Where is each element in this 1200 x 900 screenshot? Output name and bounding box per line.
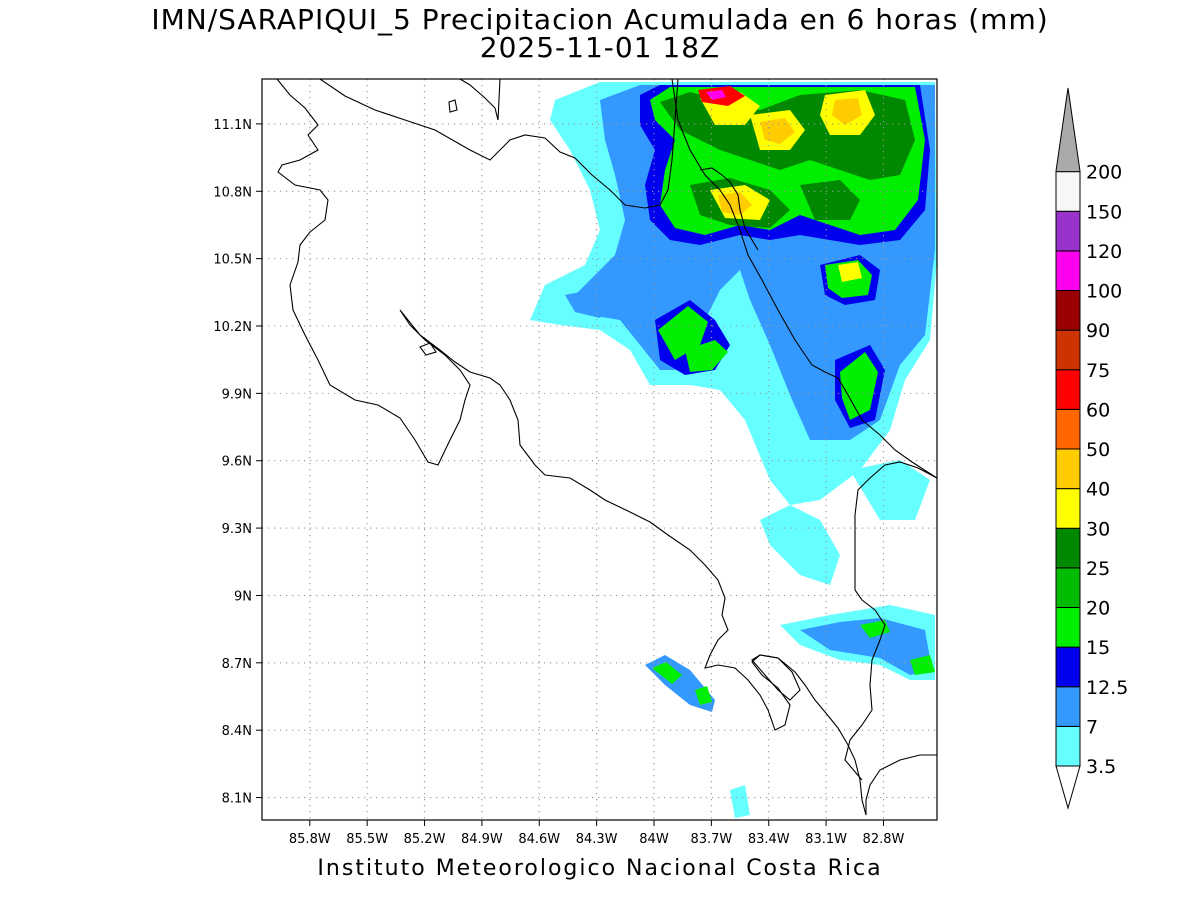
precip-area-3.5	[560, 102, 610, 130]
legend-label: 120	[1086, 241, 1122, 263]
lon-tick-label: 85.5W	[346, 832, 388, 847]
coastline	[276, 79, 937, 816]
lon-tick-label: 84W	[639, 832, 669, 847]
legend-label: 60	[1086, 399, 1110, 421]
map-date: 2025-11-01 18Z	[479, 31, 721, 64]
legend-label: 200	[1086, 162, 1122, 184]
lat-tick-label: 8.7N	[222, 657, 252, 672]
lake-nicaragua-shore	[459, 79, 501, 121]
lon-tick-label: 83.4W	[748, 832, 790, 847]
precip-area-15	[652, 662, 682, 684]
lon-tick-label: 83.1W	[805, 832, 847, 847]
lon-tick-label: 83.7W	[690, 832, 732, 847]
legend-swatch	[1055, 607, 1081, 648]
legend-swatch	[1055, 290, 1081, 331]
lat-tick-label: 8.4N	[222, 724, 252, 739]
lon-tick-label: 85.2W	[404, 832, 446, 847]
lon-tick-label: 82.8W	[863, 832, 905, 847]
precip-area-3.5	[760, 505, 840, 585]
lat-tick-label: 9.6N	[222, 455, 252, 470]
precip-area-15	[910, 655, 935, 675]
pacific-coast	[276, 79, 937, 816]
legend-swatch	[1055, 686, 1081, 727]
legend-swatch	[1055, 448, 1081, 490]
legend-label: 30	[1086, 518, 1110, 540]
precip-area-3.5	[850, 460, 930, 520]
lon-tick-label: 85.8W	[289, 832, 331, 847]
small-island	[448, 99, 458, 113]
nicoya-gulf-island	[419, 342, 437, 356]
precip-area-40	[718, 192, 752, 215]
legend-label: 50	[1086, 439, 1110, 461]
lon-tick-label: 84.3W	[576, 832, 618, 847]
panama-border	[844, 461, 937, 781]
lon-tick-label: 84.6W	[518, 832, 560, 847]
peninsula-detail	[751, 654, 801, 701]
precip-area-30	[838, 262, 862, 282]
legend-label: 7	[1086, 716, 1098, 738]
legend-label: 100	[1086, 281, 1122, 303]
nicaragua-border	[319, 79, 679, 209]
legend-swatch	[1055, 488, 1081, 529]
legend-swatch	[1055, 567, 1081, 608]
precip-area-25	[800, 180, 860, 220]
legend-swatch	[1055, 171, 1081, 212]
lat-tick-label: 10.8N	[213, 185, 252, 200]
precip-area-40	[832, 98, 862, 125]
legend-swatch	[1055, 369, 1081, 410]
legend-swatch	[1055, 646, 1081, 688]
color-legend: 3.5 7 12.5 15 20 25 30 40 50 60 75 90 100 120 150 200	[1055, 87, 1128, 810]
precip-area-15	[685, 340, 728, 372]
precipitation-field	[530, 82, 937, 818]
legend-label: 20	[1086, 598, 1110, 620]
legend-swatch	[1055, 210, 1081, 252]
legend-swatch	[1055, 250, 1081, 291]
map-title: IMN/SARAPIQUI_5 Precipitacion Acumulada …	[151, 3, 1049, 36]
caribbean-coast	[671, 79, 937, 479]
legend-label: 75	[1086, 360, 1110, 382]
map-frame	[261, 78, 938, 821]
legend-label: 15	[1086, 637, 1110, 659]
legend-label: 40	[1086, 479, 1110, 501]
legend-label: 3.5	[1086, 756, 1116, 778]
precip-area-7	[800, 618, 932, 675]
lat-tick-label: 9.3N	[222, 522, 252, 537]
precip-area-7	[565, 290, 610, 318]
precip-area-15	[840, 352, 878, 420]
longitude-labels: 85.8W 85.5W 85.2W 84.9W 84.6W 84.3W 84W 83.7W 83…	[289, 820, 905, 847]
legend-label: 25	[1086, 558, 1110, 580]
coastal-detail	[699, 167, 759, 251]
lat-tick-label: 10.5N	[213, 253, 252, 268]
lon-tick-label: 84.9W	[461, 832, 503, 847]
lat-tick-label: 9N	[234, 589, 252, 604]
legend-label: 150	[1086, 201, 1122, 223]
lat-tick-label: 8.1N	[222, 792, 252, 807]
legend-swatch	[1055, 527, 1081, 569]
footer-credit: Instituto Meteorologico Nacional Costa R…	[317, 856, 883, 881]
precip-area-15	[695, 686, 712, 705]
lat-tick-label: 11.1N	[213, 118, 252, 133]
legend-swatch	[1055, 408, 1081, 450]
precip-area-3.5	[730, 785, 750, 818]
legend-swatch	[1055, 329, 1081, 371]
lat-tick-label: 9.9N	[222, 387, 252, 402]
precip-area-40	[760, 118, 795, 144]
legend-low-arrow	[1055, 765, 1081, 810]
legend-label: 90	[1086, 320, 1110, 342]
legend-swatch	[1055, 87, 1081, 173]
lat-tick-label: 10.2N	[213, 320, 252, 335]
legend-label: 12.5	[1086, 677, 1128, 699]
legend-swatch	[1055, 725, 1081, 767]
latitude-labels: 11.1N 10.8N 10.5N 10.2N 9.9N 9.6N 9.3N 9N 8.7N 8.…	[213, 118, 262, 807]
